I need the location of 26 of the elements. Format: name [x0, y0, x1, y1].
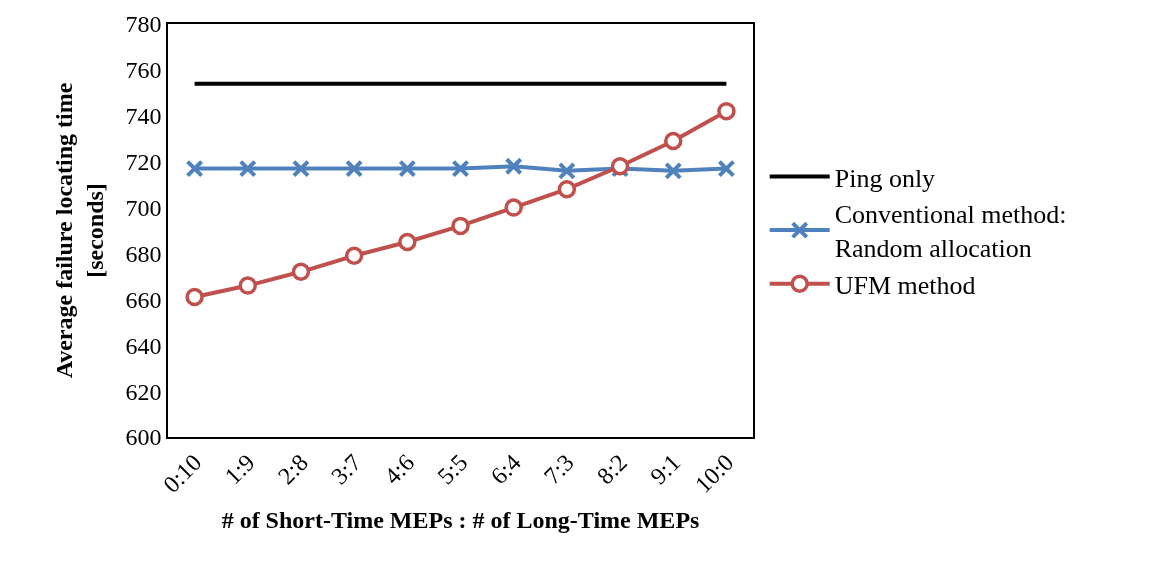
legend-label: Ping only: [834, 163, 936, 193]
y-tick-label: 680: [125, 240, 162, 267]
x-tick-label: 7:3: [538, 449, 579, 490]
x-tick-label: 3:7: [326, 449, 367, 490]
legend-label: UFM method: [834, 270, 976, 300]
x-axis-title: # of Short-Time MEPs : # of Long-Time MEPs: [221, 506, 700, 533]
x-tick-label: 6:4: [485, 449, 526, 490]
x-tick-label: 9:1: [645, 449, 686, 490]
x-tick-label: 10:0: [689, 449, 739, 498]
x-tick-label: 5:5: [432, 449, 473, 490]
x-tick-label: 1:9: [219, 449, 260, 490]
legend-label: Conventional method: Random allocation: [834, 200, 1067, 264]
y-tick-label: 780: [125, 11, 162, 38]
y-tick-label: 740: [125, 103, 162, 130]
x-tick-label: 4:6: [379, 449, 420, 490]
y-tick-label: 620: [125, 378, 162, 405]
y-tick-label: 700: [125, 194, 162, 221]
y-tick-label: 660: [125, 286, 162, 313]
y-tick-label: 640: [125, 332, 162, 359]
y-tick-label: 760: [125, 57, 162, 84]
x-tick-label: 0:10: [158, 449, 207, 498]
x-tick-label: 2:8: [272, 449, 313, 490]
x-tick-label: 8:2: [592, 449, 633, 490]
y-axis-title: Average failure locating time [seconds]: [50, 82, 109, 379]
y-tick-label: 720: [125, 149, 162, 176]
y-tick-label: 600: [125, 424, 162, 451]
